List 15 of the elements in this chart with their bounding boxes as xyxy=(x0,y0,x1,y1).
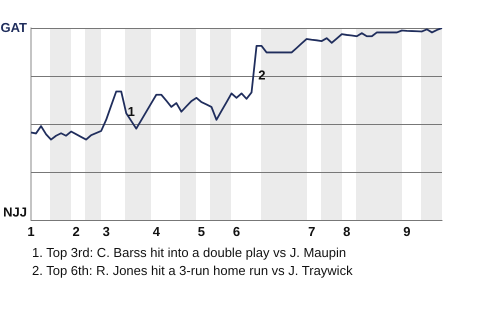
x-tick-label: 9 xyxy=(403,224,411,239)
x-tick-label: 3 xyxy=(102,224,110,239)
text: NJJ xyxy=(3,204,27,220)
annotation: 2 xyxy=(258,68,266,83)
annotation: 1 xyxy=(128,104,135,120)
x-tick-label: 7 xyxy=(308,224,316,239)
x-tick-label: 5 xyxy=(198,224,206,239)
text: 1. Top 3rd: C. Barss hit into a double play vs J. Maupin xyxy=(32,244,348,262)
text: 2. Top 6th: R. Jones hit a 3-run home run vs J. Traywick xyxy=(32,262,353,280)
x-tick-label: 2 xyxy=(72,224,80,239)
x-tick-label: 4 xyxy=(152,224,161,239)
text: GAT xyxy=(0,20,28,36)
x-tick-label: 8 xyxy=(343,224,350,239)
x-tick-label: 6 xyxy=(232,224,240,239)
x-tick-label: 1 xyxy=(27,224,35,239)
